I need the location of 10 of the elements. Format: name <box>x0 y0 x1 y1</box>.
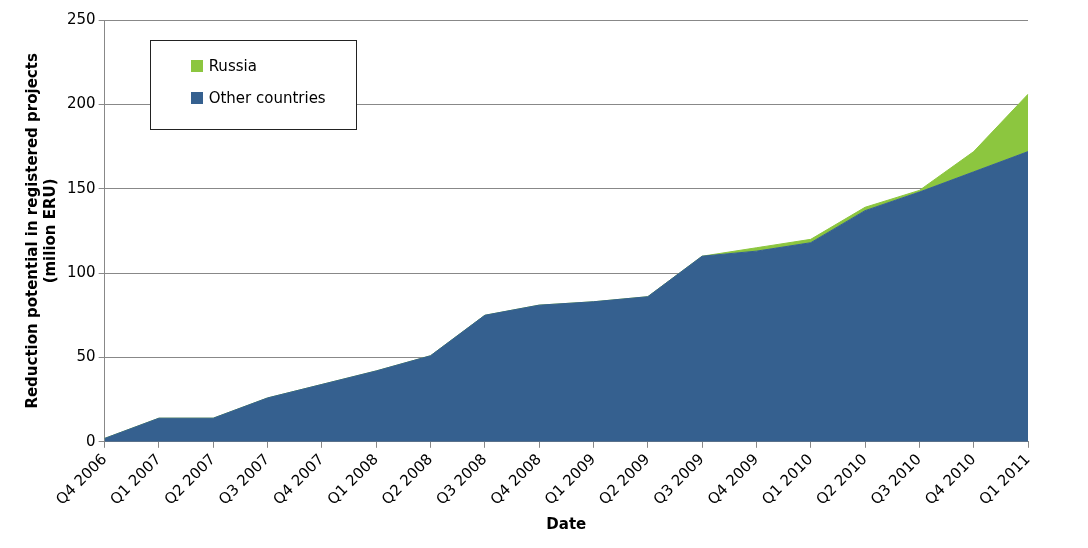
legend-label: Russia <box>208 57 257 75</box>
y-tick-label: 150 <box>66 178 96 197</box>
y-tick-label: 250 <box>66 9 96 28</box>
y-tick-label: 50 <box>76 347 96 366</box>
y-axis-title: Reduction potential in registered projects (milion ERU) <box>22 53 59 409</box>
y-tick-label: 200 <box>66 94 96 113</box>
legend-label: Other countries <box>208 89 326 107</box>
x-axis-title: Date <box>546 514 587 533</box>
y-tick-label: 100 <box>66 262 96 281</box>
y-tick-label: 0 <box>86 431 96 450</box>
